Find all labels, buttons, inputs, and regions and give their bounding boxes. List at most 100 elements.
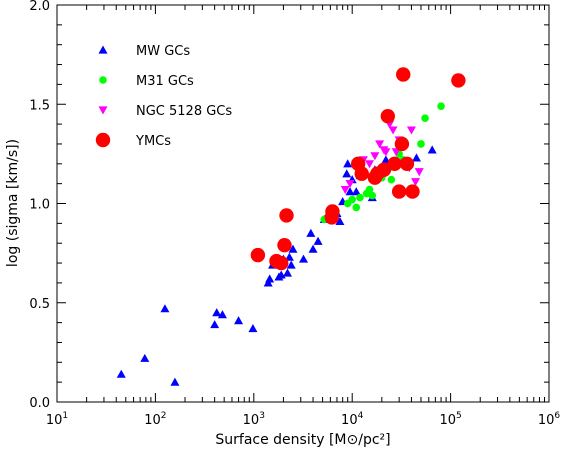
legend-marker — [98, 45, 108, 54]
y-axis-label: log (sigma [km/s]) — [5, 139, 21, 267]
data-points — [116, 67, 466, 386]
data-point — [250, 247, 266, 263]
data-point — [368, 191, 377, 200]
data-point — [381, 148, 391, 157]
data-point — [387, 156, 402, 171]
x-tick-exponent: 2 — [161, 411, 167, 421]
data-point — [234, 316, 244, 325]
data-point — [345, 180, 355, 189]
data-point — [427, 145, 437, 154]
data-point — [365, 185, 374, 194]
data-point — [365, 160, 375, 169]
x-tick-label: 104 — [341, 411, 364, 428]
data-point — [388, 126, 398, 135]
x-tick-label: 103 — [243, 411, 265, 428]
data-point — [340, 186, 350, 195]
x-tick-exponent: 5 — [456, 411, 462, 421]
x-tick-base: 10 — [538, 413, 555, 428]
data-point — [286, 260, 296, 269]
data-point — [279, 208, 294, 223]
x-tick-base: 10 — [341, 413, 358, 428]
x-tick-label: 102 — [144, 411, 166, 428]
data-point — [217, 310, 227, 319]
data-point — [170, 377, 180, 386]
data-point — [210, 320, 220, 329]
x-tick-labels: 101 102 103 104 105 106 — [46, 411, 561, 428]
data-point — [343, 159, 353, 168]
data-point — [370, 152, 380, 161]
data-point — [387, 175, 396, 184]
x-tick-base: 10 — [439, 413, 456, 428]
y-tick-label: 1.5 — [29, 98, 50, 113]
x-tick-base: 10 — [243, 413, 260, 428]
data-point — [116, 369, 126, 378]
data-point — [160, 304, 170, 313]
data-point — [345, 187, 355, 196]
data-point — [437, 102, 445, 111]
data-point — [277, 237, 292, 253]
data-point — [411, 153, 421, 162]
legend-marker — [98, 106, 108, 115]
x-tick-exponent: 1 — [62, 411, 68, 421]
data-point — [396, 67, 411, 82]
legend-marker — [95, 132, 111, 148]
data-point — [406, 126, 416, 135]
legend-label: YMCs — [135, 134, 171, 149]
data-point — [399, 156, 415, 171]
data-point — [451, 73, 466, 88]
data-point — [354, 166, 369, 181]
legend-label: MW GCs — [136, 44, 190, 59]
x-tick-label: 106 — [538, 411, 561, 428]
data-point — [417, 140, 425, 148]
data-point — [212, 308, 222, 317]
x-tick-label: 101 — [46, 411, 68, 428]
data-point — [351, 187, 361, 196]
x-tick-base: 10 — [144, 413, 161, 428]
data-point — [284, 252, 294, 261]
data-point — [282, 268, 292, 277]
data-point — [348, 195, 357, 204]
data-point — [376, 162, 392, 177]
y-tick-label: 2.0 — [29, 0, 50, 14]
data-point — [414, 168, 424, 177]
x-tick-exponent: 3 — [259, 411, 265, 421]
data-point — [335, 216, 345, 225]
data-point — [405, 184, 420, 199]
legend-label: NGC 5128 GCs — [136, 104, 232, 119]
data-point — [325, 204, 340, 219]
series-ymcs — [250, 67, 466, 271]
data-point — [356, 193, 364, 202]
x-axis-label: Surface density [M⊙/pc²] — [215, 432, 390, 448]
x-tick-exponent: 4 — [358, 411, 364, 421]
y-tick-label: 1.0 — [29, 198, 50, 213]
data-point — [308, 244, 318, 253]
data-point — [306, 228, 316, 237]
data-point — [375, 140, 385, 149]
y-tick-label: 0.0 — [29, 396, 50, 411]
plot-frame — [56, 4, 550, 403]
data-point — [299, 254, 309, 263]
y-tick-label: 0.5 — [29, 297, 50, 312]
data-point — [140, 353, 150, 362]
data-point — [352, 203, 361, 212]
data-point — [248, 324, 258, 333]
data-point — [342, 169, 352, 178]
data-point — [394, 136, 410, 152]
data-point — [421, 114, 429, 122]
y-tick-labels: 0.0 0.5 1.0 1.5 2.0 — [29, 0, 50, 411]
x-tick-base: 10 — [46, 413, 63, 428]
data-point — [265, 274, 275, 283]
data-point — [274, 255, 289, 271]
legend-marker — [99, 76, 107, 84]
data-point — [411, 178, 421, 187]
x-tick-label: 105 — [439, 411, 461, 428]
legend: MW GCs M31 GCs NGC 5128 GCs YMCs — [95, 44, 232, 149]
x-tick-exponent: 6 — [554, 411, 560, 421]
axis-ticks — [56, 4, 550, 403]
series-ngc-5128-gcs — [340, 120, 424, 195]
data-point — [391, 148, 401, 157]
data-point — [313, 236, 323, 245]
data-point — [391, 184, 407, 199]
data-point — [380, 108, 395, 124]
